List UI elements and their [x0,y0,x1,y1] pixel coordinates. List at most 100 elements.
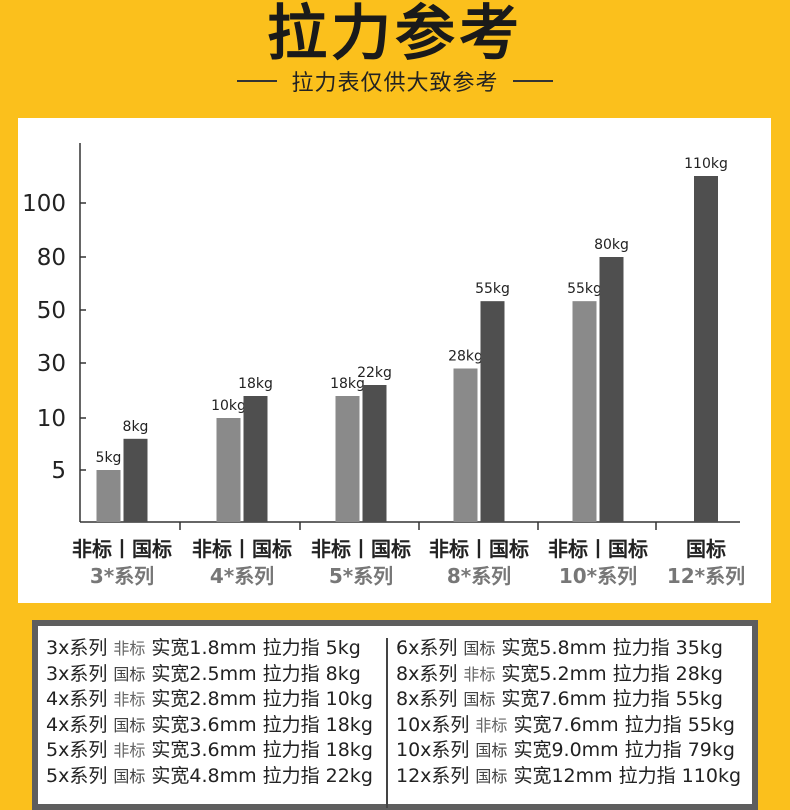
x-category-series-label: 8*系列 [447,564,511,588]
bar [599,257,624,522]
x-category-std-label: 非标丨国标 [192,537,292,561]
spec-standard: 非标 [113,741,146,760]
spec-pull: 拉力指 10kg [262,688,373,710]
spec-pull: 拉力指 55kg [624,713,735,736]
subtitle-left-line [237,80,278,82]
spec-width: 实宽4.8mm [151,764,257,787]
spec-divider [386,638,388,808]
bar [453,368,478,522]
spec-pull: 拉力指 28kg [612,662,723,685]
spec-pull: 拉力指 8kg [262,662,361,685]
spec-row: 10x系列 国标 实宽9.0mm 拉力指 79kg [396,738,747,764]
spec-row: 6x系列 国标 实宽5.8mm 拉力指 35kg [396,636,747,662]
spec-series: 10x系列 [396,713,470,736]
subtitle-right-line [512,80,553,82]
spec-width: 实宽7.6mm [501,688,607,710]
spec-width: 实宽7.6mm [513,713,619,736]
spec-row: 5x系列 非标 实宽3.6mm 拉力指 18kg [46,738,379,764]
y-tick-label: 80 [37,245,66,271]
spec-pull: 拉力指 22kg [262,764,373,787]
spec-series: 4x系列 [46,688,108,710]
spec-standard: 国标 [113,715,146,735]
bar [694,176,718,522]
spec-series: 8x系列 [396,662,458,685]
spec-standard: 非标 [113,690,146,709]
x-category-std-label: 非标丨国标 [311,537,411,561]
page-title: 拉力参考 [267,0,523,69]
chart-panel: 5 10 30 50 80 100 5kg 8kg 非标丨国标 3*系列 10kg 18kg 非标丨国标… [18,118,771,603]
spec-series: 5x系列 [46,764,108,787]
spec-pull: 拉力指 55kg [612,688,723,710]
spec-standard: 国标 [463,639,496,658]
bar-value-label: 8kg [123,419,149,435]
spec-series: 6x系列 [396,637,458,659]
spec-standard: 国标 [463,690,496,709]
spec-standard: 国标 [475,741,508,760]
spec-row: 10x系列 非标 实宽7.6mm 拉力指 55kg [396,713,747,739]
spec-width: 实宽3.6mm [151,713,257,736]
spec-column-left: 3x系列 非标 实宽1.8mm 拉力指 5kg 3x系列 国标 实宽2.5mm 拉力指 8kg… [46,636,379,789]
spec-standard: 非标 [113,639,146,658]
spec-series: 3x系列 [46,662,108,685]
spec-pull: 拉力指 110kg [618,764,742,787]
x-category-std-label: 非标丨国标 [548,537,648,561]
x-category-series-label: 10*系列 [559,564,637,588]
spec-pull: 拉力指 35kg [612,637,723,659]
x-category-series-label: 4*系列 [210,564,274,588]
x-category-std-label: 国标 [686,537,726,561]
spec-row: 12x系列 国标 实宽12mm 拉力指 110kg [396,764,747,790]
spec-standard: 国标 [113,664,146,684]
y-tick-label: 5 [51,458,66,484]
spec-series: 4x系列 [46,713,108,736]
x-category-series-label: 3*系列 [90,564,154,588]
y-tick-label: 100 [22,191,66,217]
bar-value-label: 80kg [594,237,629,253]
bar [480,301,505,522]
spec-series: 10x系列 [396,739,470,761]
spec-row: 5x系列 国标 实宽4.8mm 拉力指 22kg [46,764,379,790]
spec-width: 实宽5.2mm [501,662,607,685]
spec-standard: 非标 [475,715,508,735]
spec-series: 8x系列 [396,688,458,710]
spec-width: 实宽2.8mm [151,688,257,710]
bar-value-label: 18kg [238,376,273,392]
bar [123,438,148,522]
spec-width: 实宽5.8mm [501,637,607,659]
bar [96,470,121,522]
spec-width: 实宽9.0mm [513,739,619,761]
bar-value-label: 5kg [96,450,122,466]
spec-row: 4x系列 非标 实宽2.8mm 拉力指 10kg [46,687,379,713]
bar [572,301,597,522]
bar-value-label: 28kg [448,349,483,365]
spec-width: 实宽1.8mm [151,637,257,659]
bar [362,385,387,522]
spec-row: 3x系列 非标 实宽1.8mm 拉力指 5kg [46,636,379,662]
bar-value-label: 18kg [330,376,365,392]
bar [335,396,360,522]
spec-width: 实宽12mm [513,764,613,787]
spec-series: 5x系列 [46,739,108,761]
spec-row: 8x系列 国标 实宽7.6mm 拉力指 55kg [396,687,747,713]
x-category-std-label: 非标丨国标 [429,537,529,561]
bar-value-label: 110kg [684,156,728,172]
spec-column-right: 6x系列 国标 实宽5.8mm 拉力指 35kg 8x系列 非标 实宽5.2mm 拉力指 28… [396,636,747,789]
spec-width: 实宽3.6mm [151,739,257,761]
spec-pull: 拉力指 79kg [624,739,735,761]
subtitle-row: 拉力表仅供大致参考 [0,66,790,96]
y-tick-label: 10 [37,406,66,432]
x-category-std-label: 非标丨国标 [72,537,172,561]
bar [216,418,241,522]
spec-row: 8x系列 非标 实宽5.2mm 拉力指 28kg [396,662,747,688]
spec-row: 4x系列 国标 实宽3.6mm 拉力指 18kg [46,713,379,739]
y-tick-label: 30 [37,351,66,377]
bar-value-label: 55kg [475,281,510,297]
bar-value-label: 10kg [211,398,246,414]
spec-table: 3x系列 非标 实宽1.8mm 拉力指 5kg 3x系列 国标 实宽2.5mm 拉力指 8kg… [32,620,758,810]
spec-standard: 国标 [113,766,146,786]
y-tick-label: 50 [37,298,66,324]
bar [243,396,268,522]
x-category-series-label: 5*系列 [329,564,393,588]
spec-pull: 拉力指 18kg [262,739,373,761]
spec-standard: 非标 [463,664,496,684]
